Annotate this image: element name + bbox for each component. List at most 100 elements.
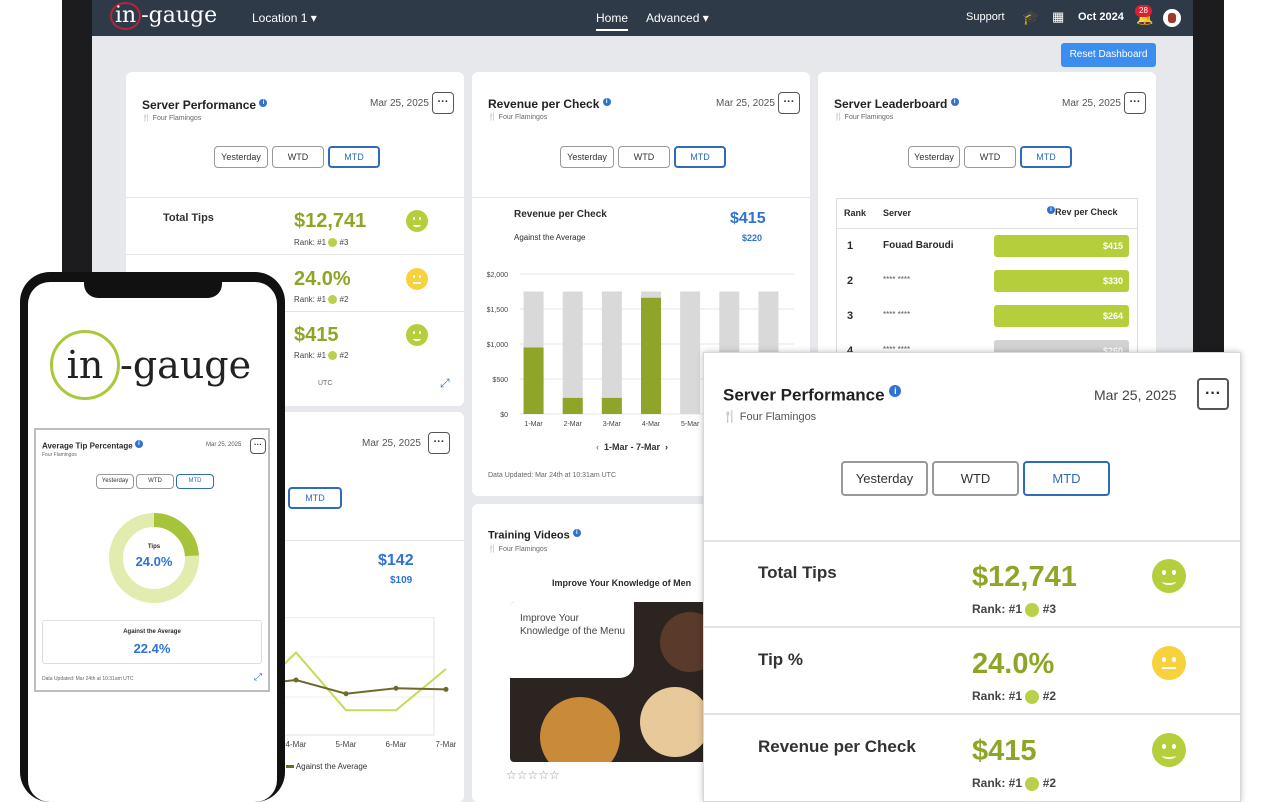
rank-up-icon — [1025, 776, 1040, 791]
expand-icon[interactable]: ⤢ — [440, 376, 450, 390]
nav-advanced-label: Advanced — [646, 11, 700, 25]
graduation-cap-icon[interactable]: 🎓 — [1022, 9, 1040, 25]
period-yesterday[interactable]: Yesterday — [96, 474, 134, 489]
card-title: Server Performance i — [723, 385, 902, 406]
avatar[interactable] — [1163, 9, 1181, 27]
period-wtd[interactable]: WTD — [272, 146, 324, 168]
logo-mark: in — [110, 2, 142, 30]
period-yesterday[interactable]: Yesterday — [560, 146, 614, 168]
legend-label: Against the Average — [295, 762, 368, 771]
row-rank: 3 — [847, 310, 854, 322]
info-icon[interactable]: i — [572, 529, 581, 537]
more-options-button[interactable]: ··· — [1124, 92, 1146, 114]
card-title: Server Leaderboard i — [834, 97, 959, 111]
metric-value: 24.0% — [294, 268, 351, 290]
period-mtd[interactable]: MTD — [288, 487, 342, 509]
star-rating[interactable]: ☆☆☆☆☆ — [506, 768, 560, 782]
more-options-button[interactable]: ··· — [250, 438, 266, 454]
data-updated: Data Updated: Mar 24th at 10:31am UTC — [42, 676, 134, 682]
x-tick-label: 4-Mar — [286, 740, 307, 749]
period-mtd[interactable]: MTD — [674, 146, 726, 168]
info-icon[interactable]: i — [1047, 206, 1055, 214]
phone-screen: in -gauge Average Tip Percentage i Four F… — [28, 282, 277, 802]
rank-text: Rank: #1 — [972, 602, 1023, 616]
rank-change: #2 — [1042, 776, 1057, 790]
x-tick-label: 7-Mar — [436, 740, 456, 749]
row-rank: 1 — [847, 240, 854, 252]
nav-home[interactable]: Home — [596, 11, 629, 31]
row-server: **** **** — [883, 310, 911, 319]
line-chart: 4-Mar 5-Mar 6-Mar 7-Mar — [266, 617, 456, 749]
period-mtd[interactable]: MTD — [1020, 146, 1072, 168]
logo[interactable]: in -gauge — [110, 2, 217, 30]
table-row[interactable]: 3 **** **** $264 — [837, 299, 1137, 334]
metric-rank: Rank: #1 #2 — [294, 351, 348, 361]
card-location-text: Four Flamingos — [498, 114, 548, 121]
metric-rank: Rank: #1 #2 — [972, 689, 1056, 704]
reset-dashboard-button[interactable]: Reset Dashboard — [1061, 43, 1156, 67]
rank-text: Rank: #1 — [972, 776, 1023, 790]
info-icon[interactable]: i — [134, 440, 143, 448]
nav-advanced[interactable]: Advanced ▾ — [646, 11, 709, 25]
row-bar: $415 — [994, 235, 1129, 257]
nav-date[interactable]: Oct 2024 — [1078, 11, 1124, 23]
more-options-button[interactable]: ··· — [1197, 378, 1229, 410]
metric-label: Total Tips — [758, 563, 837, 582]
row-rank: 4 — [847, 345, 854, 357]
happy-face-icon — [1152, 559, 1186, 593]
table-row[interactable]: 1 Fouad Baroudi $415 — [837, 229, 1137, 264]
donut-chart — [109, 513, 199, 603]
data-point — [393, 685, 399, 691]
info-icon[interactable]: i — [950, 98, 959, 106]
bar-background — [680, 291, 701, 414]
average-tip-card: Average Tip Percentage i Four Flamingos … — [34, 428, 270, 692]
metric-label: Tip % — [758, 650, 804, 669]
metric-rank: Rank: #1 #2 — [972, 776, 1056, 791]
period-mtd[interactable]: MTD — [176, 474, 214, 489]
leaderboard-table: Rank Server i Rev per Check 1 Fouad Barou… — [836, 198, 1138, 368]
chevron-left-icon[interactable]: ‹ — [596, 442, 599, 452]
period-wtd[interactable]: WTD — [136, 474, 174, 489]
card-title-text: Training Videos — [488, 529, 570, 542]
data-updated: Data Updated: Mar 24th at 10:31am UTC — [488, 472, 617, 479]
divider — [126, 254, 464, 255]
row-server: **** **** — [883, 275, 911, 284]
location-dropdown[interactable]: Location 1 ▾ — [252, 11, 317, 25]
more-options-button[interactable]: ··· — [428, 432, 450, 454]
y-tick-label: $1,500 — [487, 307, 509, 314]
card-title-text: Server Performance — [142, 98, 257, 112]
nav-support[interactable]: Support — [966, 11, 1005, 23]
info-icon[interactable]: i — [889, 385, 902, 397]
period-yesterday[interactable]: Yesterday — [908, 146, 960, 168]
chevron-right-icon[interactable]: › — [665, 442, 669, 452]
period-mtd[interactable]: MTD — [1023, 461, 1110, 496]
rank-up-icon — [1025, 602, 1040, 617]
bar-background — [562, 291, 583, 414]
card-title-text: Server Leaderboard — [834, 97, 948, 111]
period-mtd[interactable]: MTD — [328, 146, 380, 168]
more-options-button[interactable]: ··· — [432, 92, 454, 114]
x-tick-label: 4-Mar — [642, 421, 661, 428]
table-row[interactable]: 2 **** **** $330 — [837, 264, 1137, 299]
bar — [601, 397, 622, 414]
card-footer: UTC — [318, 380, 333, 387]
period-wtd[interactable]: WTD — [932, 461, 1019, 496]
period-wtd[interactable]: WTD — [964, 146, 1016, 168]
metric-rank: Rank: #1 #2 — [294, 295, 348, 305]
x-tick-label: 1-Mar — [524, 421, 543, 428]
period-yesterday[interactable]: Yesterday — [214, 146, 268, 168]
calendar-icon[interactable]: ▦ — [1052, 9, 1065, 24]
more-options-button[interactable]: ··· — [778, 92, 800, 114]
metric-average: $220 — [742, 233, 763, 243]
period-yesterday[interactable]: Yesterday — [841, 461, 928, 496]
info-icon[interactable]: i — [259, 99, 268, 107]
rank-text: Rank: #1 — [294, 351, 327, 360]
avatar-icon — [1168, 13, 1176, 23]
period-wtd[interactable]: WTD — [618, 146, 670, 168]
notification-badge: 28 — [1135, 5, 1152, 17]
info-icon[interactable]: i — [602, 98, 611, 106]
divider — [704, 626, 1240, 628]
card-title-text: Revenue per Check — [488, 97, 600, 111]
card-location: 🍴 Four Flamingos — [488, 546, 548, 553]
expand-icon[interactable]: ⤢ — [254, 672, 262, 683]
